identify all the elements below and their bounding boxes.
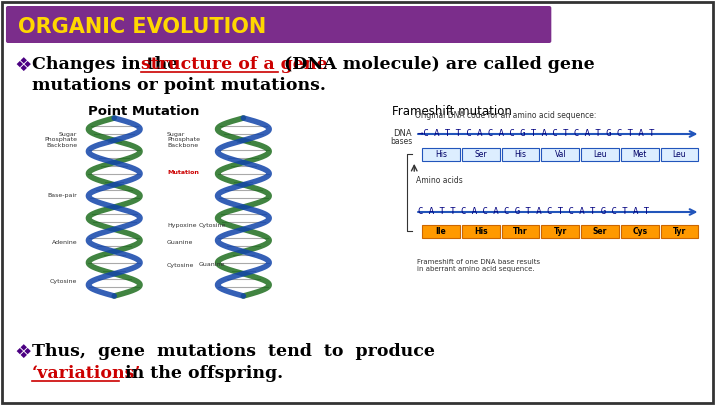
- Text: Frameshift mutation: Frameshift mutation: [392, 105, 512, 118]
- Text: Frameshift of one DNA base results
in aberrant amino acid sequence.: Frameshift of one DNA base results in ab…: [417, 259, 540, 272]
- Text: Sugar
Phosphate
Backbone: Sugar Phosphate Backbone: [167, 132, 200, 148]
- FancyBboxPatch shape: [2, 2, 714, 403]
- Text: ❖: ❖: [14, 343, 32, 362]
- Text: His: His: [435, 150, 447, 159]
- Text: ❖: ❖: [14, 56, 32, 75]
- FancyBboxPatch shape: [422, 148, 460, 161]
- Text: Base-pair: Base-pair: [48, 192, 78, 198]
- Text: Original DNA code for an amino acid sequence:: Original DNA code for an amino acid sequ…: [415, 111, 597, 120]
- FancyBboxPatch shape: [621, 148, 659, 161]
- Text: Point Mutation: Point Mutation: [89, 105, 199, 118]
- Text: His: His: [474, 227, 487, 236]
- Text: Tyr: Tyr: [554, 227, 567, 236]
- Text: DNA: DNA: [394, 130, 413, 139]
- FancyBboxPatch shape: [541, 225, 579, 238]
- Text: Guanine: Guanine: [167, 239, 193, 245]
- FancyBboxPatch shape: [581, 148, 619, 161]
- Text: Cys: Cys: [632, 227, 647, 236]
- Text: Sugar
Phosphate
Backbone: Sugar Phosphate Backbone: [45, 132, 78, 148]
- Text: Val: Val: [554, 150, 566, 159]
- Text: Mutation: Mutation: [167, 170, 199, 175]
- Text: Amino acids: Amino acids: [416, 176, 463, 185]
- FancyBboxPatch shape: [660, 225, 698, 238]
- Text: Cytosine: Cytosine: [50, 279, 78, 284]
- Text: Cytosine: Cytosine: [199, 222, 226, 228]
- FancyBboxPatch shape: [581, 225, 619, 238]
- Text: C A T T C A C A C G T A C T C A T G C T A T: C A T T C A C A C G T A C T C A T G C T …: [418, 207, 649, 217]
- Text: (DNA molecule) are called gene: (DNA molecule) are called gene: [279, 56, 595, 73]
- FancyBboxPatch shape: [502, 225, 539, 238]
- Text: His: His: [515, 150, 526, 159]
- Text: in the offspring.: in the offspring.: [119, 365, 283, 382]
- Text: Cytosine: Cytosine: [167, 262, 194, 267]
- Text: bases: bases: [390, 136, 413, 145]
- Text: Hypoxine: Hypoxine: [167, 222, 197, 228]
- Text: structure of a gene: structure of a gene: [140, 56, 327, 73]
- Text: Thus,  gene  mutations  tend  to  produce: Thus, gene mutations tend to produce: [32, 343, 435, 360]
- Text: Adenine: Adenine: [52, 239, 78, 245]
- Text: Leu: Leu: [672, 150, 686, 159]
- Text: mutations or point mutations.: mutations or point mutations.: [32, 77, 325, 94]
- Text: Met: Met: [633, 150, 647, 159]
- Text: →C A T T C A C A C G T A C T C A T G C T A T: →C A T T C A C A C G T A C T C A T G C T…: [418, 130, 654, 139]
- Text: Leu: Leu: [593, 150, 607, 159]
- Text: ‘variations’: ‘variations’: [32, 365, 141, 382]
- FancyBboxPatch shape: [462, 148, 500, 161]
- FancyBboxPatch shape: [541, 148, 579, 161]
- Text: Guanine: Guanine: [199, 262, 225, 267]
- Text: Thr: Thr: [513, 227, 528, 236]
- Text: Changes in the: Changes in the: [32, 56, 184, 73]
- FancyBboxPatch shape: [660, 148, 698, 161]
- FancyBboxPatch shape: [462, 225, 500, 238]
- FancyBboxPatch shape: [502, 148, 539, 161]
- Text: Tyr: Tyr: [672, 227, 686, 236]
- Text: Ser: Ser: [474, 150, 487, 159]
- FancyBboxPatch shape: [6, 6, 552, 43]
- Text: Ser: Ser: [593, 227, 607, 236]
- FancyBboxPatch shape: [621, 225, 659, 238]
- FancyBboxPatch shape: [422, 225, 460, 238]
- Text: Ile: Ile: [436, 227, 446, 236]
- Text: ORGANIC EVOLUTION: ORGANIC EVOLUTION: [18, 17, 266, 37]
